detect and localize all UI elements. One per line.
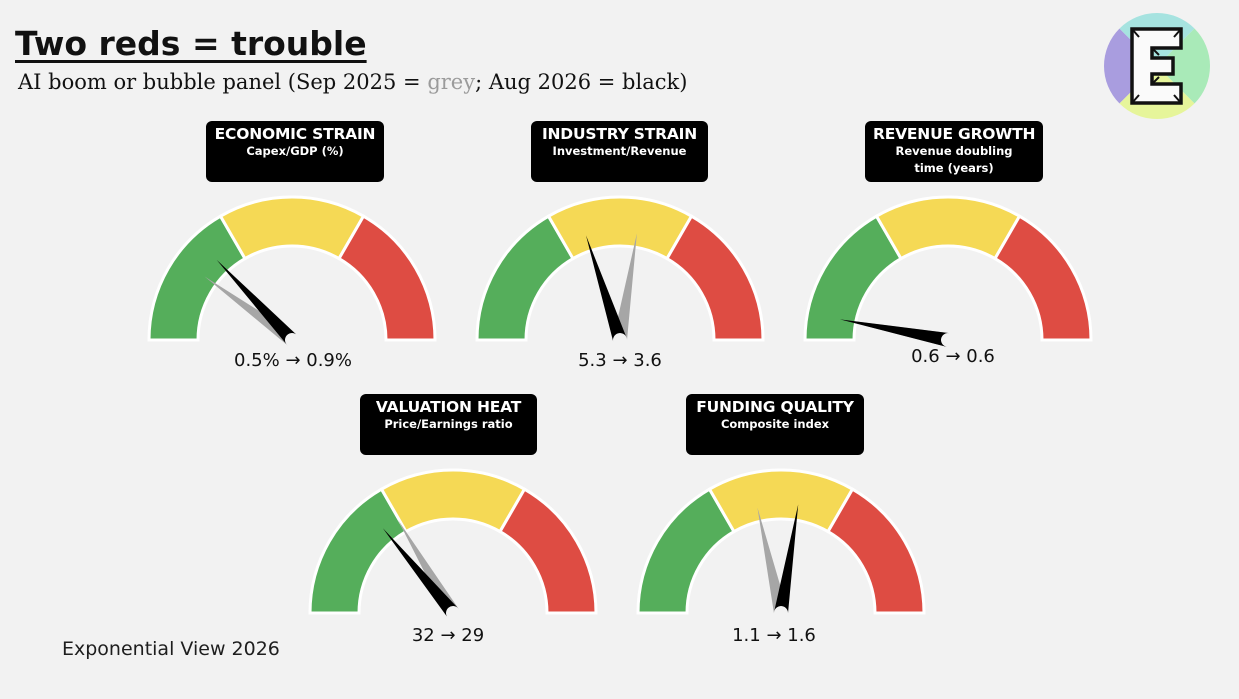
gauge-zone-red (825, 487, 926, 615)
needle-aug-2026 (216, 259, 298, 345)
gauge-zone-red (497, 487, 598, 615)
subtitle-text-end: ; Aug 2026 = black) (475, 70, 688, 94)
gauge-zone-yellow (379, 468, 527, 534)
gauge-zone-yellow (218, 195, 366, 261)
gauge-industry-strain (475, 195, 765, 343)
gauge-label: ECONOMIC STRAIN Capex/GDP (%) (206, 121, 384, 182)
gauge-zone-yellow (874, 195, 1022, 261)
gauge-title: FUNDING QUALITY (696, 398, 854, 416)
needle-sep-2025 (613, 233, 637, 342)
gauge-value: 5.3 → 3.6 (578, 350, 662, 371)
gauge-title: VALUATION HEAT (375, 398, 522, 416)
gauge-economic-strain (147, 195, 437, 346)
gauge-value: 0.5% → 0.9% (234, 350, 352, 371)
needle-sep-2025 (204, 276, 297, 346)
needle-aug-2026 (382, 528, 459, 618)
subtitle-text-start: AI boom or bubble panel (Sep 2025 = (18, 70, 428, 94)
footer-credit: Exponential View 2026 (62, 638, 280, 660)
gauge-funding-quality (636, 468, 926, 615)
gauge-valuation-heat (308, 468, 598, 618)
gauge-zone-red (336, 214, 437, 342)
logo-segment-right (1157, 13, 1210, 119)
gauge-value: 1.1 → 1.6 (732, 625, 816, 646)
gauge-value: 32 → 29 (411, 625, 485, 646)
gauge-zone-red (664, 214, 765, 342)
gauge-zone-yellow (707, 468, 855, 534)
needle-aug-2026 (586, 235, 627, 343)
needle-aug-2026 (774, 504, 799, 615)
gauge-title: ECONOMIC STRAIN (214, 125, 376, 143)
gauge-zone-red (992, 214, 1093, 342)
gauge-label: INDUSTRY STRAIN Investment/Revenue (531, 121, 708, 182)
gauge-revenue-growth (803, 195, 1093, 347)
gauge-zone-yellow (546, 195, 694, 261)
gauge-title: INDUSTRY STRAIN (541, 125, 698, 143)
gauge-subtitle: Revenue doubling time (years) (895, 144, 1013, 175)
gauge-subtitle: Investment/Revenue (552, 144, 687, 158)
gauge-subtitle: Price/Earnings ratio (384, 417, 513, 431)
gauge-label: VALUATION HEAT Price/Earnings ratio (360, 394, 537, 455)
page-title: Two reds = trouble (15, 24, 367, 63)
gauge-subtitle: Capex/GDP (%) (246, 144, 344, 158)
gauge-value: 0.6 → 0.6 (911, 346, 995, 367)
needle-aug-2026 (839, 319, 950, 347)
page-subtitle: AI boom or bubble panel (Sep 2025 = grey… (18, 70, 687, 94)
subtitle-grey-word: grey (427, 70, 476, 94)
gauge-subtitle: Composite index (720, 417, 830, 431)
gauge-title: REVENUE GROWTH (873, 125, 1036, 143)
gauge-label: REVENUE GROWTH Revenue doubling time (yea… (865, 121, 1043, 182)
gauge-label: FUNDING QUALITY Composite index (686, 394, 864, 455)
exponential-view-logo: E (1104, 13, 1210, 119)
logo-bevel-lines (1131, 28, 1182, 104)
needle-sep-2025 (398, 520, 460, 617)
logo-segment-left (1104, 13, 1157, 119)
